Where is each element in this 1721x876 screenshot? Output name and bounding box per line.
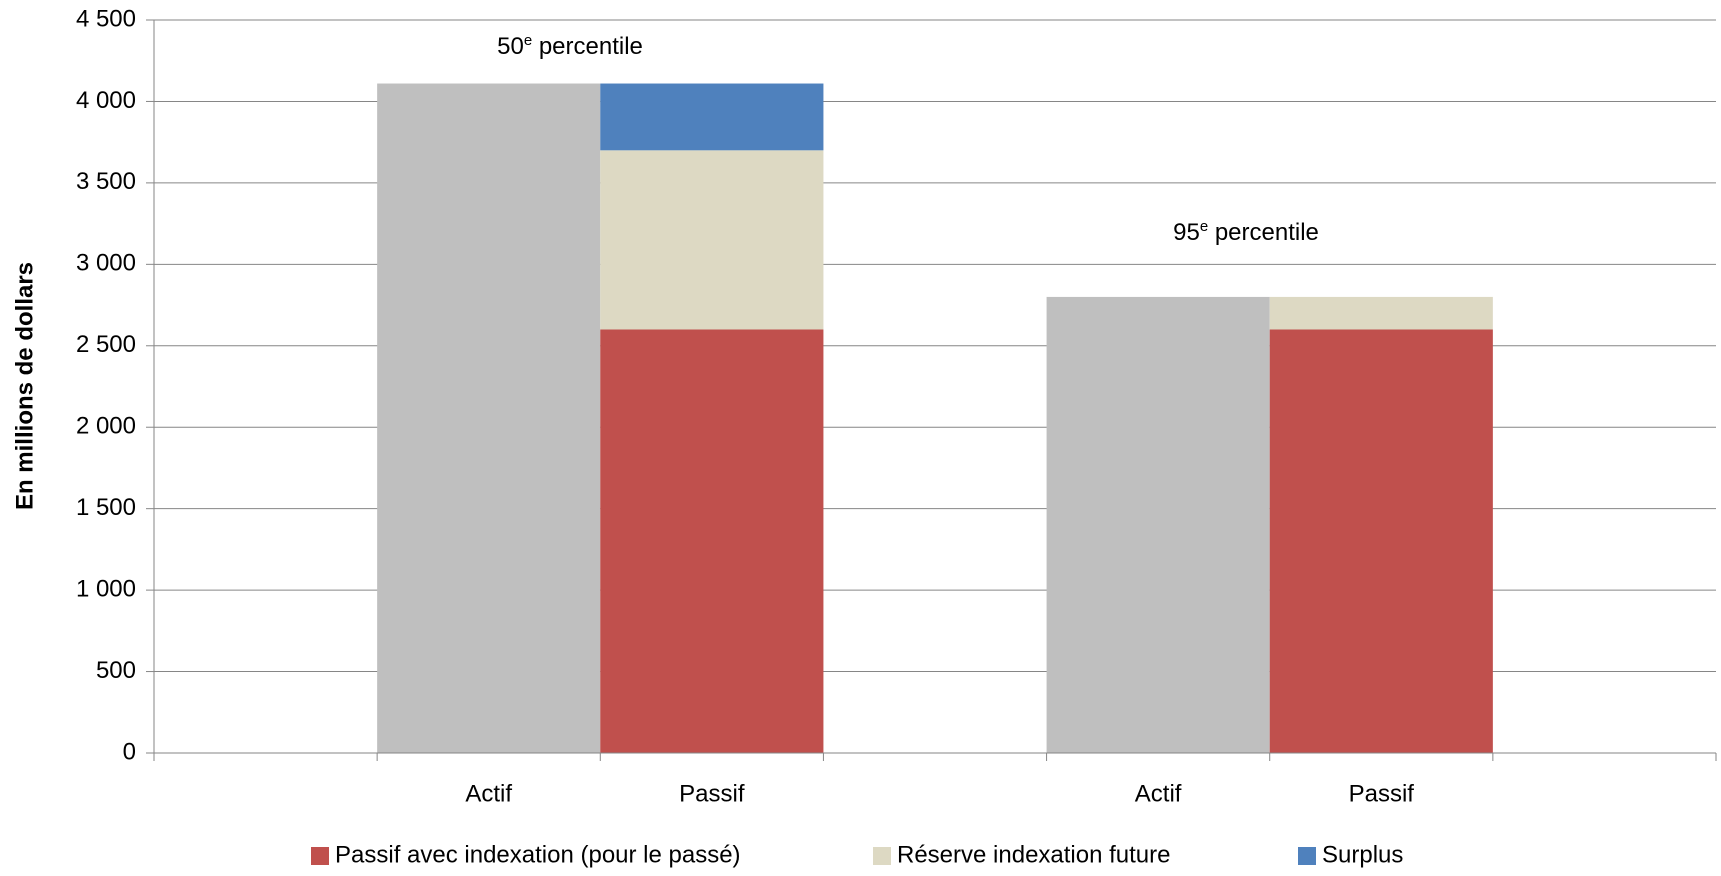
y-tick-label: 1 500 xyxy=(76,494,136,521)
bar-segment xyxy=(1269,329,1493,753)
y-tick-label: 1 000 xyxy=(76,575,136,602)
legend-swatch xyxy=(311,847,329,865)
annotation-text: percentile xyxy=(532,33,643,60)
bar-segment xyxy=(600,83,824,151)
annotation-text: percentile xyxy=(1208,219,1319,246)
x-tick-label: Actif xyxy=(1135,780,1182,807)
x-tick-label: Passif xyxy=(1349,780,1415,807)
y-axis-title: En millions de dollars xyxy=(11,262,38,510)
bar-segment xyxy=(1269,296,1493,330)
bar-segment xyxy=(377,83,601,753)
legend-swatch xyxy=(1298,847,1316,865)
y-tick-label: 0 xyxy=(123,738,136,765)
legend-label: Surplus xyxy=(1322,841,1403,868)
annotation-superscript: e xyxy=(1200,218,1208,235)
x-tick-label: Passif xyxy=(679,780,745,807)
y-tick-label: 2 000 xyxy=(76,413,136,440)
y-tick-label: 3 000 xyxy=(76,250,136,277)
y-tick-label: 4 500 xyxy=(76,5,136,32)
annotation-number: 50 xyxy=(497,33,524,60)
y-tick-label: 500 xyxy=(96,657,136,684)
bar-segment xyxy=(600,329,824,753)
bar-segment xyxy=(600,150,824,330)
legend-label: Passif avec indexation (pour le passé) xyxy=(335,841,741,868)
legend-label: Réserve indexation future xyxy=(897,841,1171,868)
legend-swatch xyxy=(873,847,891,865)
y-tick-label: 3 500 xyxy=(76,168,136,195)
annotation: 50e percentile xyxy=(497,32,643,60)
annotation: 95e percentile xyxy=(1173,218,1319,246)
annotation-superscript: e xyxy=(524,32,532,49)
y-tick-label: 4 000 xyxy=(76,87,136,114)
y-tick-label: 2 500 xyxy=(76,331,136,358)
bar-segment xyxy=(1046,296,1270,753)
x-tick-label: Actif xyxy=(465,780,512,807)
annotation-number: 95 xyxy=(1173,219,1200,246)
